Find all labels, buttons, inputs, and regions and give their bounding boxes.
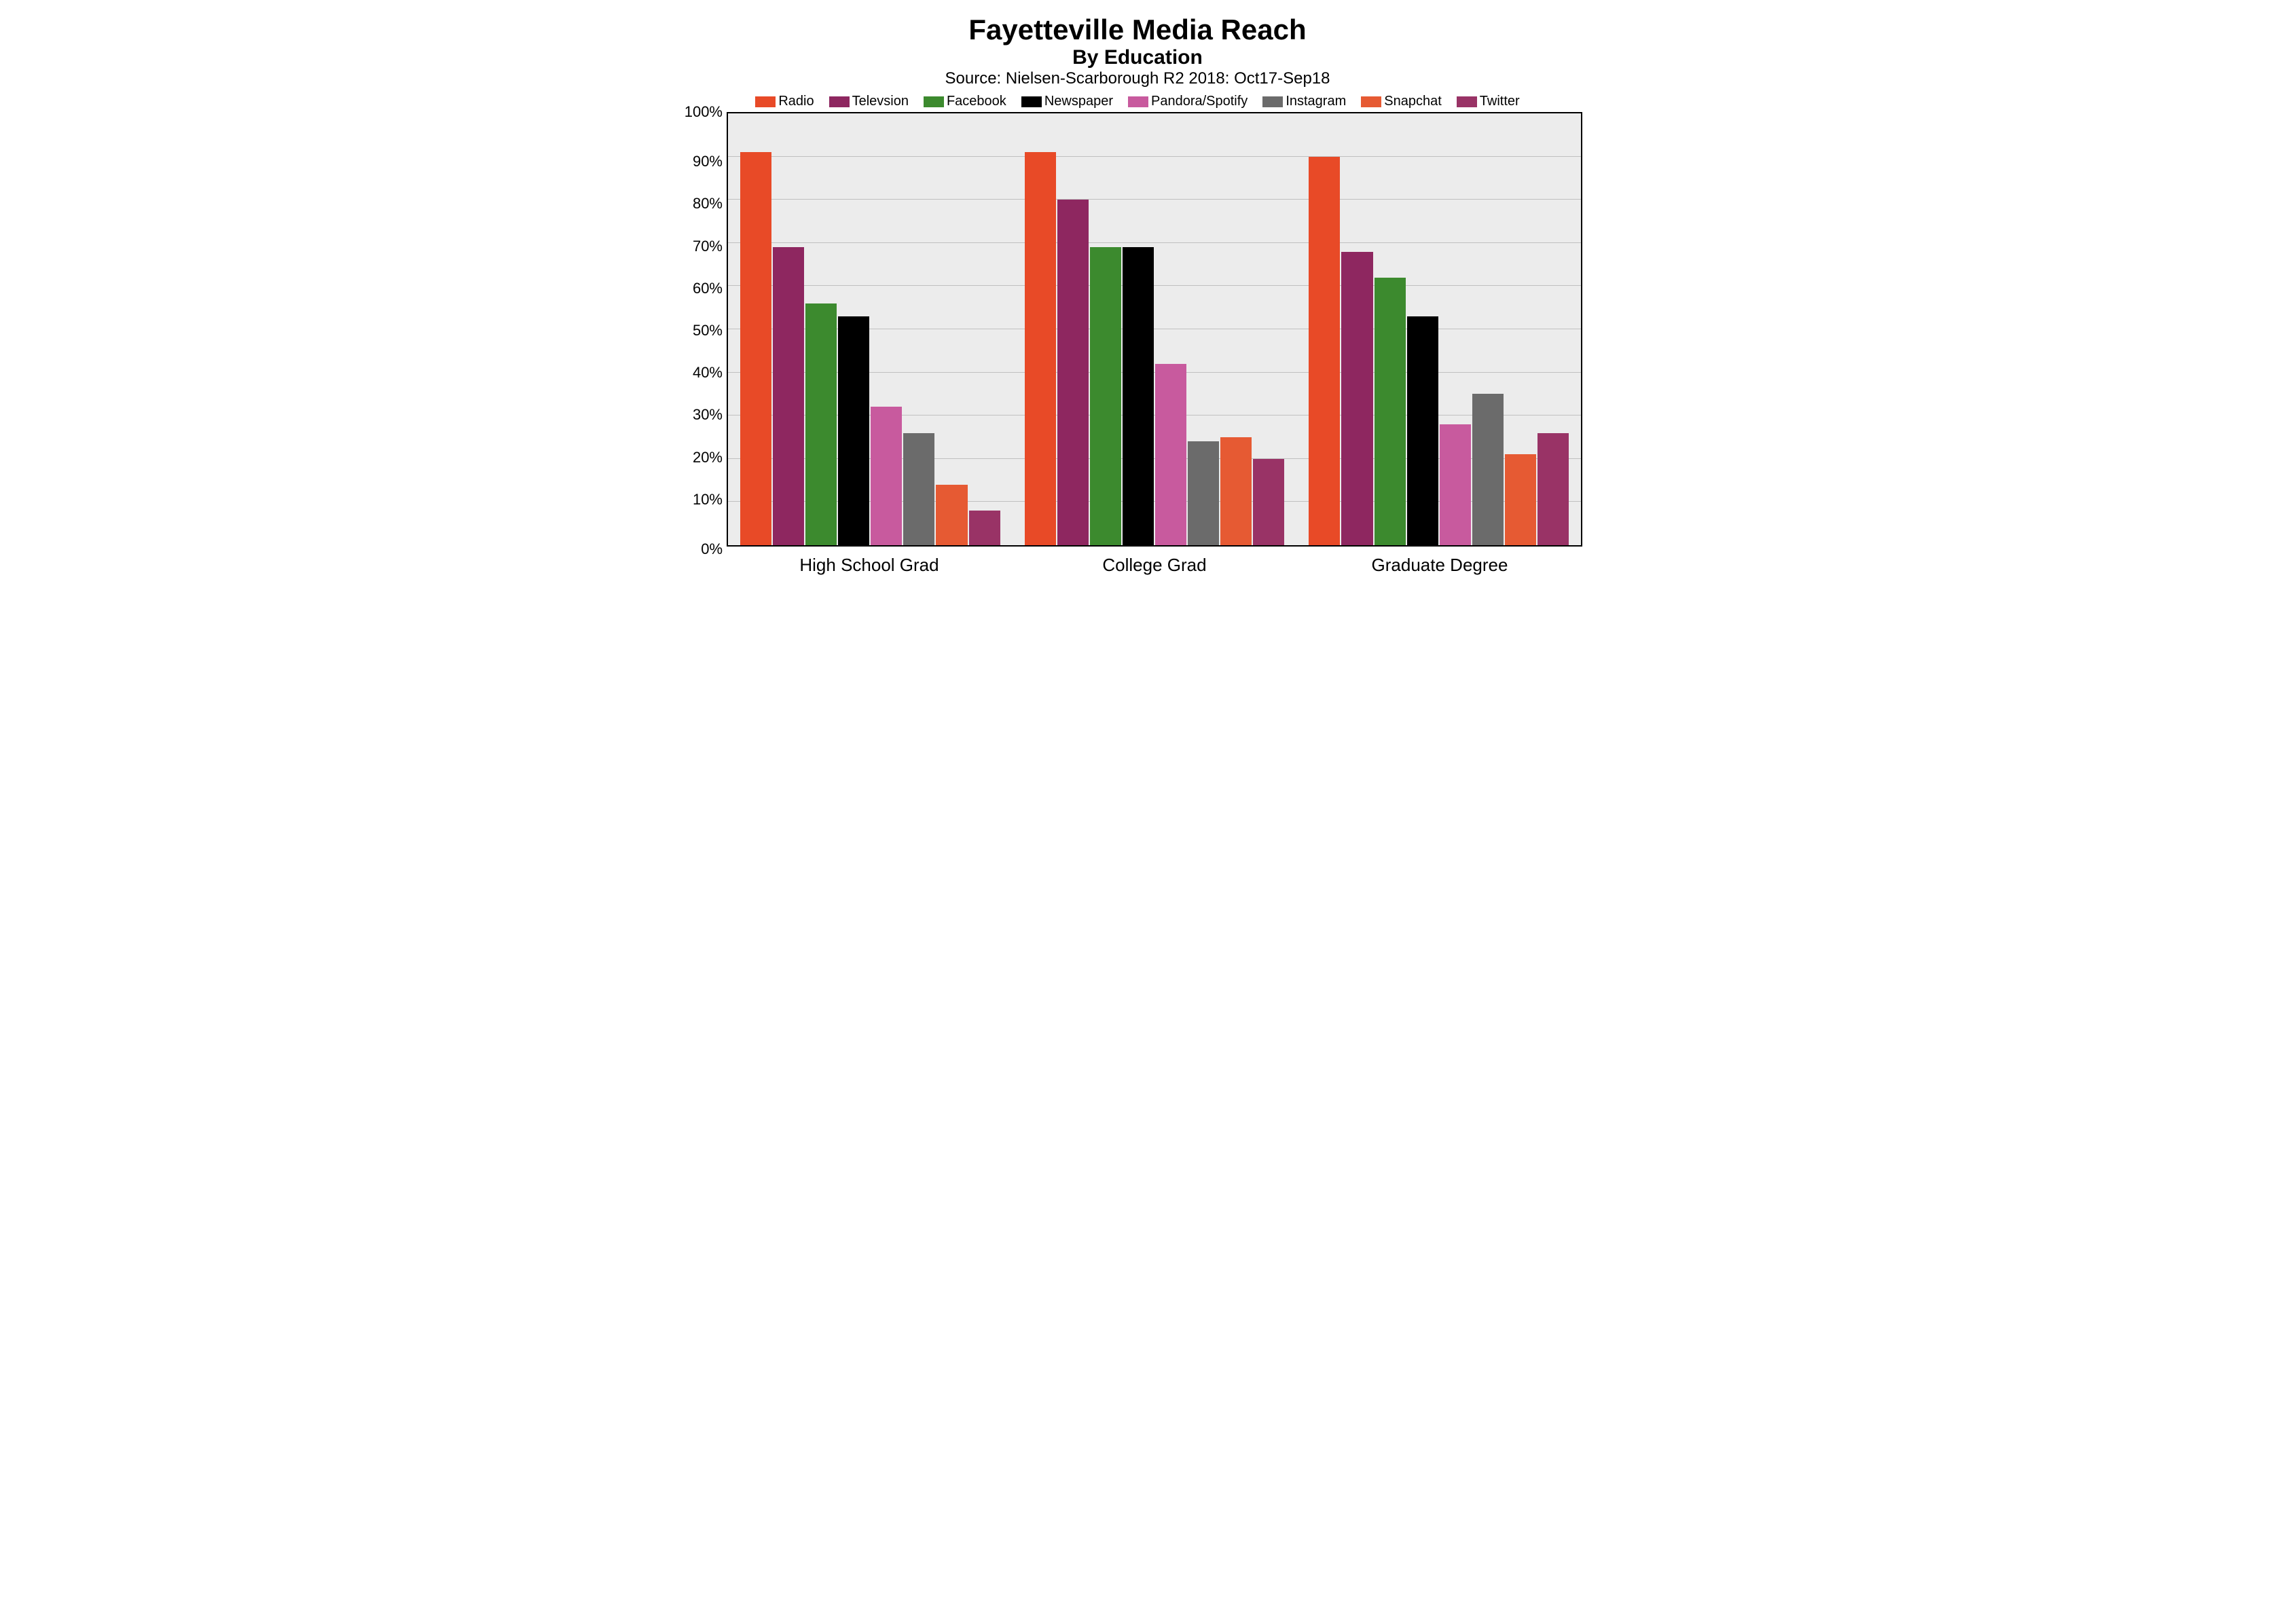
legend-item: Snapchat [1361, 94, 1442, 109]
legend-swatch [1262, 96, 1283, 107]
legend-swatch [924, 96, 944, 107]
legend: Radio Televsion Facebook Newspaper Pandora/S… [693, 94, 1582, 109]
bar-group [728, 113, 1013, 545]
legend-item: Radio [755, 94, 814, 109]
legend-label: Facebook [947, 94, 1006, 109]
legend-label: Newspaper [1044, 94, 1113, 109]
chart-source: Source: Nielsen-Scarborough R2 2018: Oct… [693, 69, 1582, 88]
plot-wrapper: 100%90%80%70%60%50%40%30%20%10%0% [693, 112, 1582, 549]
bar [1123, 247, 1154, 545]
bar [740, 152, 771, 545]
bar [871, 407, 902, 545]
bar [969, 511, 1000, 545]
y-tick-label: 50% [693, 323, 723, 338]
y-tick-label: 90% [693, 154, 723, 169]
chart-subtitle: By Education [693, 46, 1582, 69]
y-axis: 100%90%80%70%60%50%40%30%20%10%0% [693, 112, 727, 549]
y-tick-label: 30% [693, 407, 723, 422]
bar [1025, 152, 1056, 545]
title-block: Fayetteville Media Reach By Education So… [693, 14, 1582, 88]
bar [805, 303, 837, 545]
x-axis-label: Graduate Degree [1297, 549, 1582, 576]
y-tick-label: 80% [693, 196, 723, 211]
bar-group [1013, 113, 1297, 545]
x-axis-label: College Grad [1012, 549, 1297, 576]
bar [1537, 433, 1569, 545]
y-tick-label: 10% [693, 492, 723, 507]
bar [1057, 200, 1089, 545]
y-tick-label: 0% [701, 542, 723, 557]
legend-swatch [1021, 96, 1042, 107]
legend-item: Pandora/Spotify [1128, 94, 1248, 109]
bar [903, 433, 934, 545]
legend-swatch [1128, 96, 1148, 107]
legend-label: Radio [778, 94, 814, 109]
bar [1220, 437, 1252, 545]
bar [1341, 252, 1372, 545]
bar [1309, 157, 1340, 545]
bar [1407, 316, 1438, 545]
bar [1472, 394, 1504, 545]
legend-label: Snapchat [1384, 94, 1442, 109]
bar [1440, 424, 1471, 545]
legend-item: Facebook [924, 94, 1006, 109]
bar-group [1296, 113, 1581, 545]
plot-area [727, 112, 1582, 547]
legend-swatch [1361, 96, 1381, 107]
chart-title: Fayetteville Media Reach [693, 14, 1582, 46]
legend-label: Twitter [1480, 94, 1520, 109]
legend-item: Instagram [1262, 94, 1346, 109]
legend-swatch [755, 96, 776, 107]
bar [936, 485, 967, 545]
bar [1155, 364, 1186, 545]
bar-groups [728, 113, 1581, 545]
bar [1090, 247, 1121, 545]
y-tick-label: 100% [685, 105, 723, 119]
bar [773, 247, 804, 545]
legend-item: Twitter [1457, 94, 1520, 109]
x-axis-label: High School Grad [727, 549, 1012, 576]
bar [1375, 278, 1406, 545]
bar [1505, 454, 1536, 545]
legend-label: Televsion [852, 94, 909, 109]
y-tick-label: 60% [693, 281, 723, 296]
legend-label: Instagram [1286, 94, 1346, 109]
y-tick-label: 70% [693, 239, 723, 254]
x-axis: High School GradCollege GradGraduate Deg… [727, 549, 1582, 576]
bar [838, 316, 869, 545]
chart-container: Fayetteville Media Reach By Education So… [693, 14, 1582, 576]
y-tick-label: 20% [693, 450, 723, 465]
bar [1253, 459, 1284, 545]
legend-label: Pandora/Spotify [1151, 94, 1248, 109]
legend-item: Newspaper [1021, 94, 1113, 109]
bar [1188, 441, 1219, 545]
legend-swatch [829, 96, 850, 107]
legend-swatch [1457, 96, 1477, 107]
y-tick-label: 40% [693, 365, 723, 380]
legend-item: Televsion [829, 94, 909, 109]
